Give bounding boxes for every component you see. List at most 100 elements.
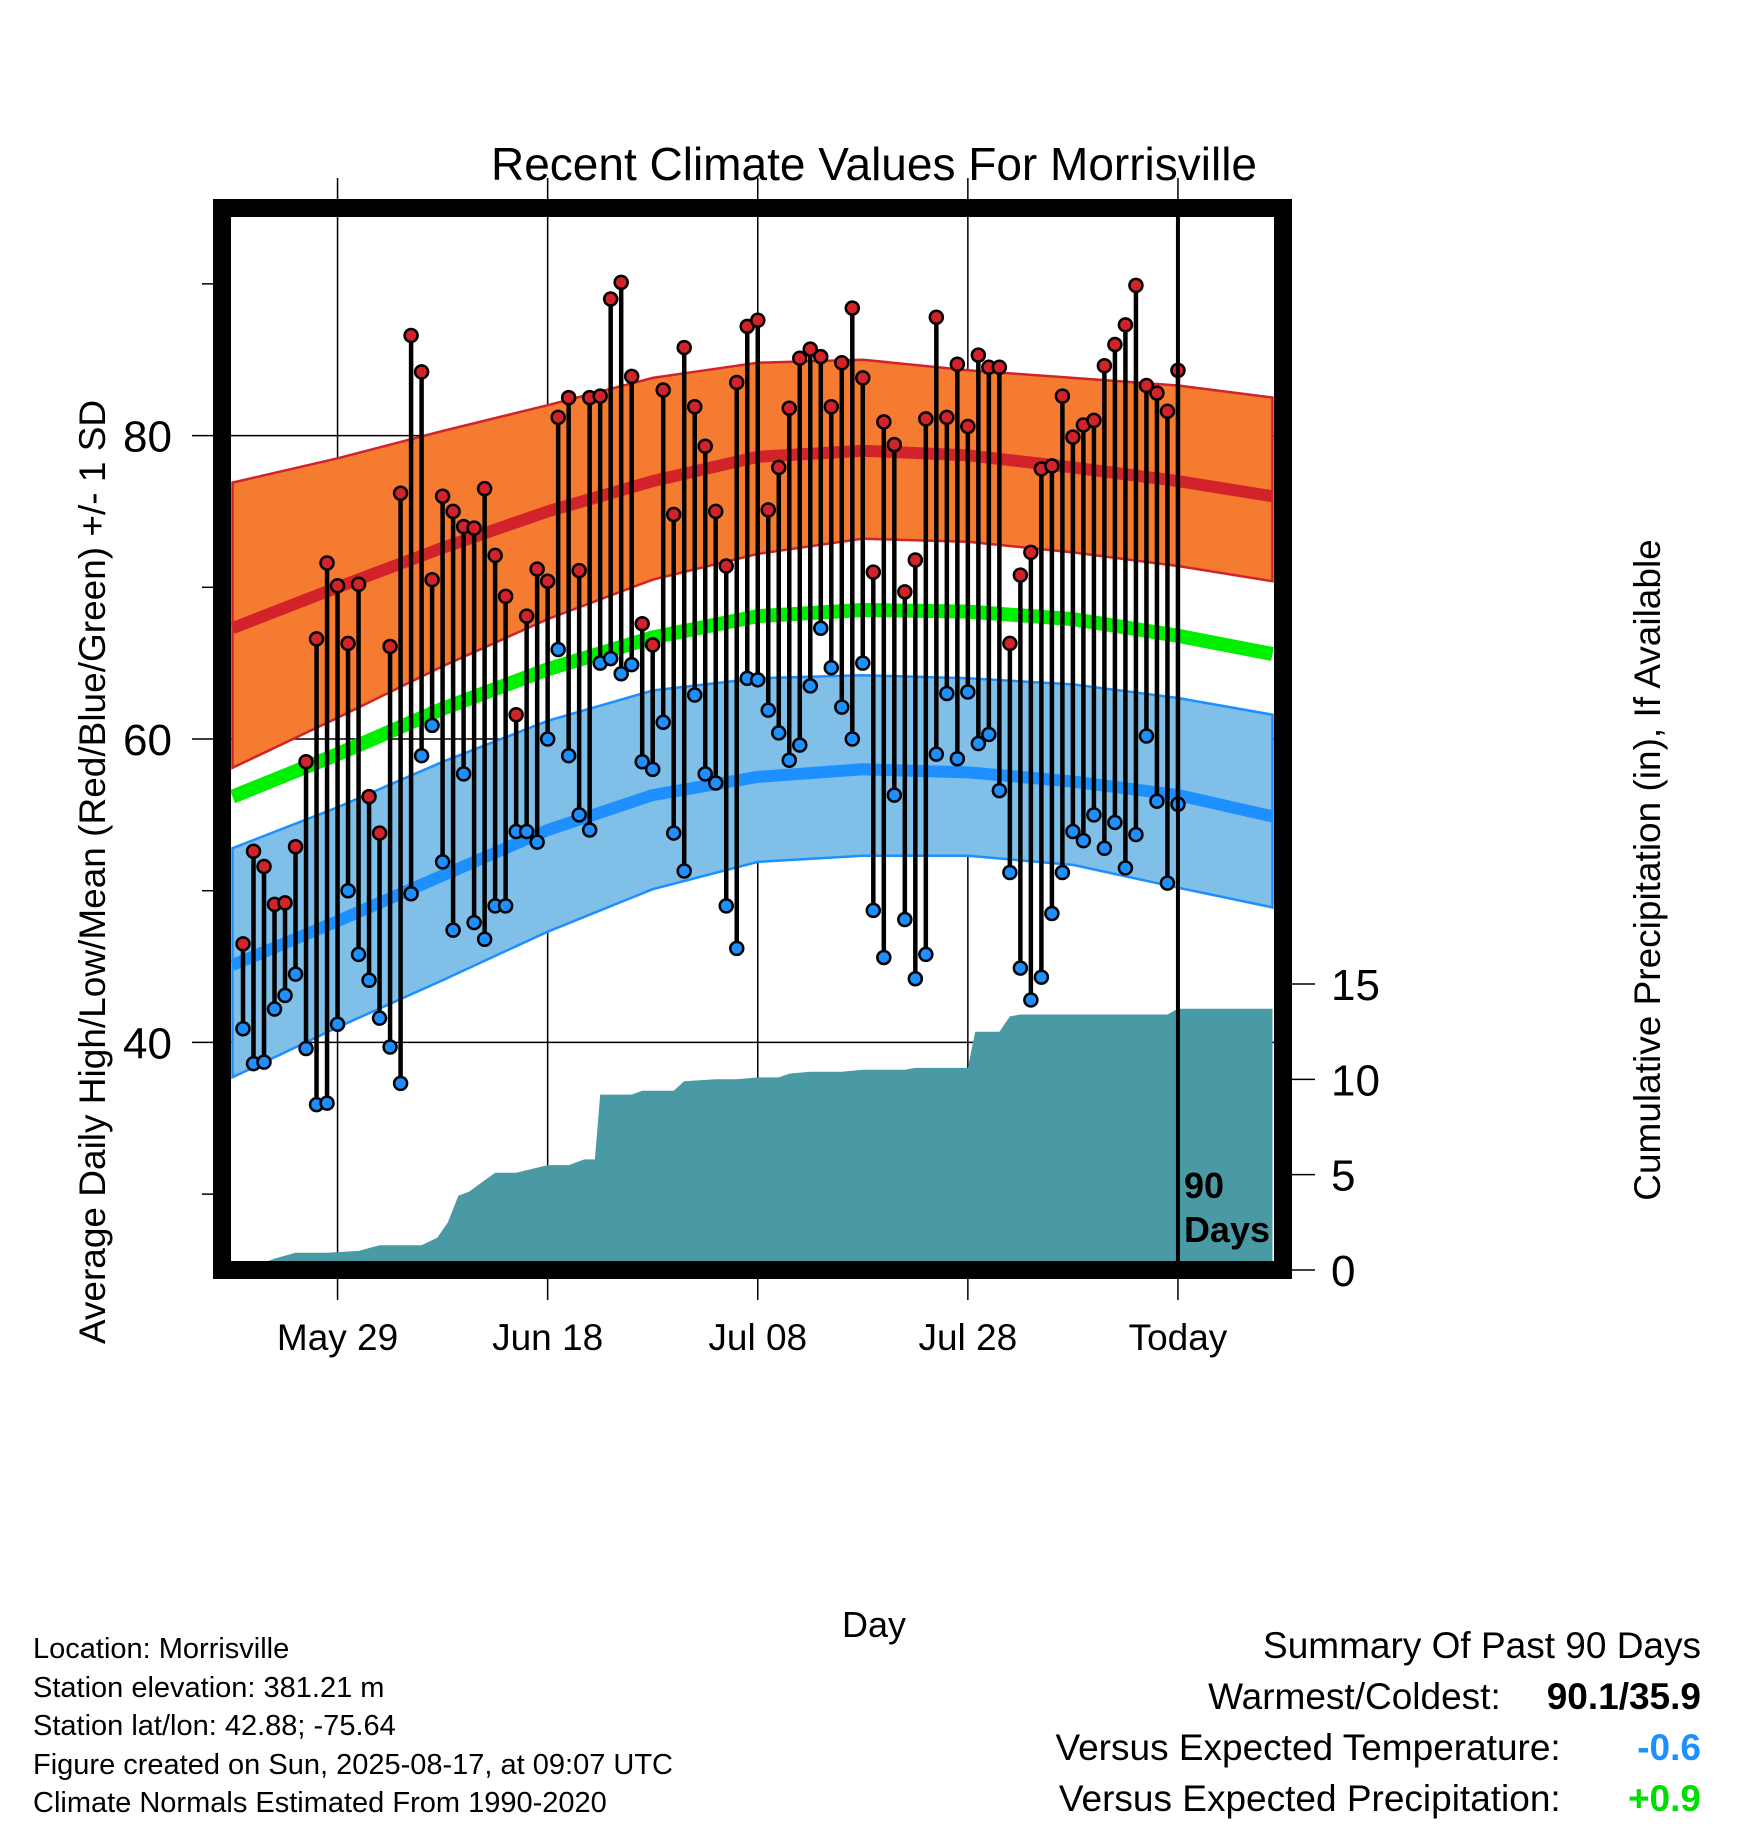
daily-high-point [728,374,745,391]
daily-high-point [1012,567,1029,583]
station-latlon: Station lat/lon: 42.88; -75.64 [33,1710,396,1742]
precip-label: Versus Expected Precipitation: [1058,1778,1561,1819]
daily-high-point [1128,277,1144,294]
summary-temp: Versus Expected Temperature: -0.6 [801,1722,1701,1773]
daily-low-point [529,834,545,850]
daily-low-point [1107,814,1123,831]
daily-high-point [1044,458,1060,474]
daily-low-point [445,922,461,938]
daily-low-point [1128,826,1144,843]
daily-high-point [403,327,419,344]
daily-high-point [1096,358,1113,374]
y-tick-label: 80 [123,413,172,462]
daily-low-point [287,966,304,982]
daily-high-point [970,347,987,363]
daily-high-point [529,561,545,577]
daily-high-point [245,843,262,860]
daily-high-point [823,398,840,415]
daily-high-point [960,418,976,435]
daily-high-point [371,825,388,841]
daily-low-point [1044,905,1060,922]
warm-cold-value: 90.1/35.9 [1546,1676,1701,1717]
daily-high-point [792,350,808,366]
daily-low-point [382,1039,398,1055]
daily-low-point [560,747,577,764]
daily-low-point [928,746,945,762]
daily-low-point [781,752,798,768]
daily-high-point [813,348,829,365]
daily-low-point [655,714,671,731]
daily-high-point [508,706,524,723]
daily-low-point [1096,840,1113,856]
daily-high-point [476,480,493,497]
daily-high-point [256,858,272,875]
daily-high-point [665,506,682,523]
daily-low-point [823,659,840,676]
y2-tick-label: 10 [1331,1056,1380,1105]
daily-high-point [897,584,913,600]
daily-low-point [897,911,913,928]
temp-value: -0.6 [1637,1727,1701,1768]
daily-low-point [1033,969,1050,985]
figure-created: Figure created on Sun, 2025-08-17, at 09… [33,1748,673,1781]
daily-low-point [1159,875,1176,891]
daily-high-point [350,576,367,593]
summary-precip: Versus Expected Precipitation: +0.9 [801,1773,1701,1824]
x-tick-label: Jun 18 [492,1317,603,1358]
daily-low-point [1138,728,1155,744]
daily-low-point [413,747,430,764]
daily-low-point [718,898,734,914]
daily-high-point [876,414,892,430]
daily-low-point [907,970,924,987]
today-marker-label-days-count: 90 [1184,1165,1224,1206]
daily-high-point [424,571,440,588]
station-info: Location: Morrisville Station elevation:… [33,1630,673,1823]
daily-high-point [991,359,1008,376]
daily-low-point [949,750,966,767]
climate-normals-note: Climate Normals Estimated From 1990-2020 [33,1787,607,1819]
daily-high-point [928,309,945,325]
daily-low-point [1054,864,1071,881]
daily-low-point [371,1010,388,1026]
daily-low-point [350,946,367,963]
daily-high-point [1149,385,1165,401]
daily-high-point [718,558,734,574]
daily-high-point [434,488,451,505]
daily-high-point [771,459,787,476]
daily-high-point [319,555,335,571]
x-tick-label: May 29 [277,1317,398,1358]
daily-high-point [308,631,325,647]
temp-label: Versus Expected Temperature: [1055,1727,1561,1768]
daily-high-point [1065,429,1081,445]
daily-high-point [676,339,692,356]
daily-high-point [1086,412,1102,429]
daily-high-point [686,398,703,415]
daily-low-point [518,823,535,840]
daily-high-point [382,638,398,655]
daily-low-point [434,854,451,870]
precip-value: +0.9 [1627,1778,1701,1819]
daily-high-point [287,838,304,855]
daily-low-point [802,678,819,694]
daily-low-point [455,766,472,782]
summary-panel: Summary Of Past 90 Days Warmest/Coldest:… [801,1620,1701,1824]
daily-low-point [855,655,871,671]
daily-high-point [707,503,724,520]
y2-axis-label: Cumulative Precipitation (in), If Availa… [1627,539,1668,1201]
daily-high-point [918,411,934,427]
daily-high-point [697,438,713,454]
daily-high-point [497,588,514,605]
daily-high-point [298,754,314,770]
daily-high-point [855,370,871,386]
daily-low-point [424,717,440,734]
daily-high-point [466,520,482,536]
daily-high-point [329,578,346,594]
daily-low-point [991,782,1008,799]
daily-low-point [235,1021,251,1037]
y-tick-label: 60 [123,716,172,765]
daily-high-point [1159,403,1176,420]
daily-high-point [340,635,356,652]
daily-low-point [1149,793,1165,809]
daily-low-point [760,702,777,718]
